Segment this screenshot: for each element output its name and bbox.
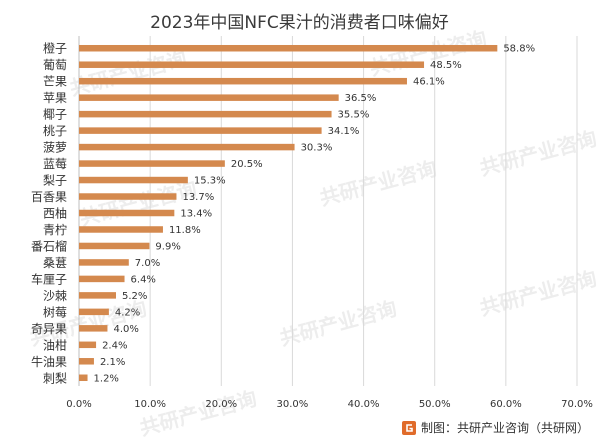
brand-logo-icon xyxy=(401,420,416,435)
watermark-text: 共研产业咨询 xyxy=(137,386,259,440)
bar xyxy=(79,242,150,250)
x-tick-label: 20.0% xyxy=(205,399,237,410)
category-label: 青柠 xyxy=(43,222,67,237)
value-label: 58.8% xyxy=(503,44,535,55)
bar xyxy=(79,110,332,118)
value-label: 5.2% xyxy=(122,291,147,302)
category-label: 葡萄 xyxy=(43,58,67,72)
value-label: 4.0% xyxy=(113,324,138,335)
bar xyxy=(79,94,339,101)
bar xyxy=(79,44,498,52)
category-label: 西柚 xyxy=(43,206,67,221)
category-label: 菠萝 xyxy=(43,141,67,155)
category-label: 车厘子 xyxy=(31,271,67,286)
x-tick-label: 50.0% xyxy=(419,399,451,410)
value-label: 2.4% xyxy=(102,340,127,351)
x-tick-label: 70.0% xyxy=(561,399,593,410)
category-label: 芒果 xyxy=(43,74,67,89)
value-label: 13.4% xyxy=(180,209,212,220)
category-label: 刺梨 xyxy=(43,371,67,385)
category-label: 树莓 xyxy=(43,304,67,319)
value-label: 1.2% xyxy=(94,373,119,384)
category-label: 油柑 xyxy=(43,337,67,352)
category-label: 桑葚 xyxy=(43,256,67,270)
bar xyxy=(79,374,88,382)
value-label: 35.5% xyxy=(338,110,370,121)
bar xyxy=(79,193,177,200)
category-label: 桃子 xyxy=(43,123,67,138)
value-label: 7.0% xyxy=(135,258,160,269)
category-label: 奇异果 xyxy=(31,322,67,336)
value-label: 36.5% xyxy=(345,93,377,104)
category-label: 椰子 xyxy=(43,107,67,122)
chart-title: 2023年中国NFC果汁的消费者口味偏好 xyxy=(150,13,449,33)
value-label: 6.4% xyxy=(131,274,156,285)
bar xyxy=(79,292,116,299)
bar xyxy=(79,275,125,283)
value-label: 34.1% xyxy=(328,126,360,137)
watermark-text: 共研产业咨询 xyxy=(477,266,599,320)
value-label: 9.9% xyxy=(155,241,180,252)
watermark-text: 共研产业咨询 xyxy=(367,26,489,80)
bar xyxy=(79,226,163,233)
bar xyxy=(79,308,109,316)
category-label: 橙子 xyxy=(43,41,67,56)
category-label: 蓝莓 xyxy=(43,157,67,171)
value-label: 48.5% xyxy=(430,60,462,71)
bar xyxy=(79,325,108,332)
value-label: 2.1% xyxy=(100,357,125,368)
category-label: 苹果 xyxy=(43,91,67,105)
bar xyxy=(79,127,322,134)
bar xyxy=(79,358,94,365)
category-label: 番石榴 xyxy=(31,239,67,253)
x-tick-label: 0.0% xyxy=(66,399,91,410)
value-label: 13.7% xyxy=(182,192,214,203)
bar xyxy=(79,341,97,349)
bar xyxy=(79,259,129,266)
bar xyxy=(79,176,188,184)
bar xyxy=(79,209,175,217)
bar xyxy=(79,160,225,167)
value-label: 15.3% xyxy=(194,176,226,187)
source-text: 制图：共研产业咨询（共研网） xyxy=(420,421,589,435)
value-label: 46.1% xyxy=(413,77,445,88)
watermark-text: 共研产业咨询 xyxy=(317,156,439,210)
value-label: 4.2% xyxy=(115,307,140,318)
bar xyxy=(79,143,295,151)
category-label: 百香果 xyxy=(31,190,67,204)
value-label: 11.8% xyxy=(169,225,201,236)
watermark-text: 共研产业咨询 xyxy=(77,176,199,230)
value-label: 30.3% xyxy=(301,143,333,154)
category-label: 牛油果 xyxy=(31,354,67,369)
value-label: 20.5% xyxy=(231,159,263,170)
x-tick-label: 30.0% xyxy=(277,399,309,410)
watermark-text: 共研产业咨询 xyxy=(477,126,599,180)
category-label: 沙棘 xyxy=(43,289,67,303)
watermark-text: 共研产业咨询 xyxy=(277,296,399,350)
bar xyxy=(79,61,425,68)
bar xyxy=(79,77,407,85)
source-credit: 制图：共研产业咨询（共研网） xyxy=(401,419,589,436)
watermark-text: 共研产业咨询 xyxy=(67,46,189,100)
x-tick-label: 60.0% xyxy=(490,399,522,410)
x-tick-label: 40.0% xyxy=(348,399,380,410)
x-tick-label: 10.0% xyxy=(134,399,166,410)
category-label: 梨子 xyxy=(43,174,67,188)
